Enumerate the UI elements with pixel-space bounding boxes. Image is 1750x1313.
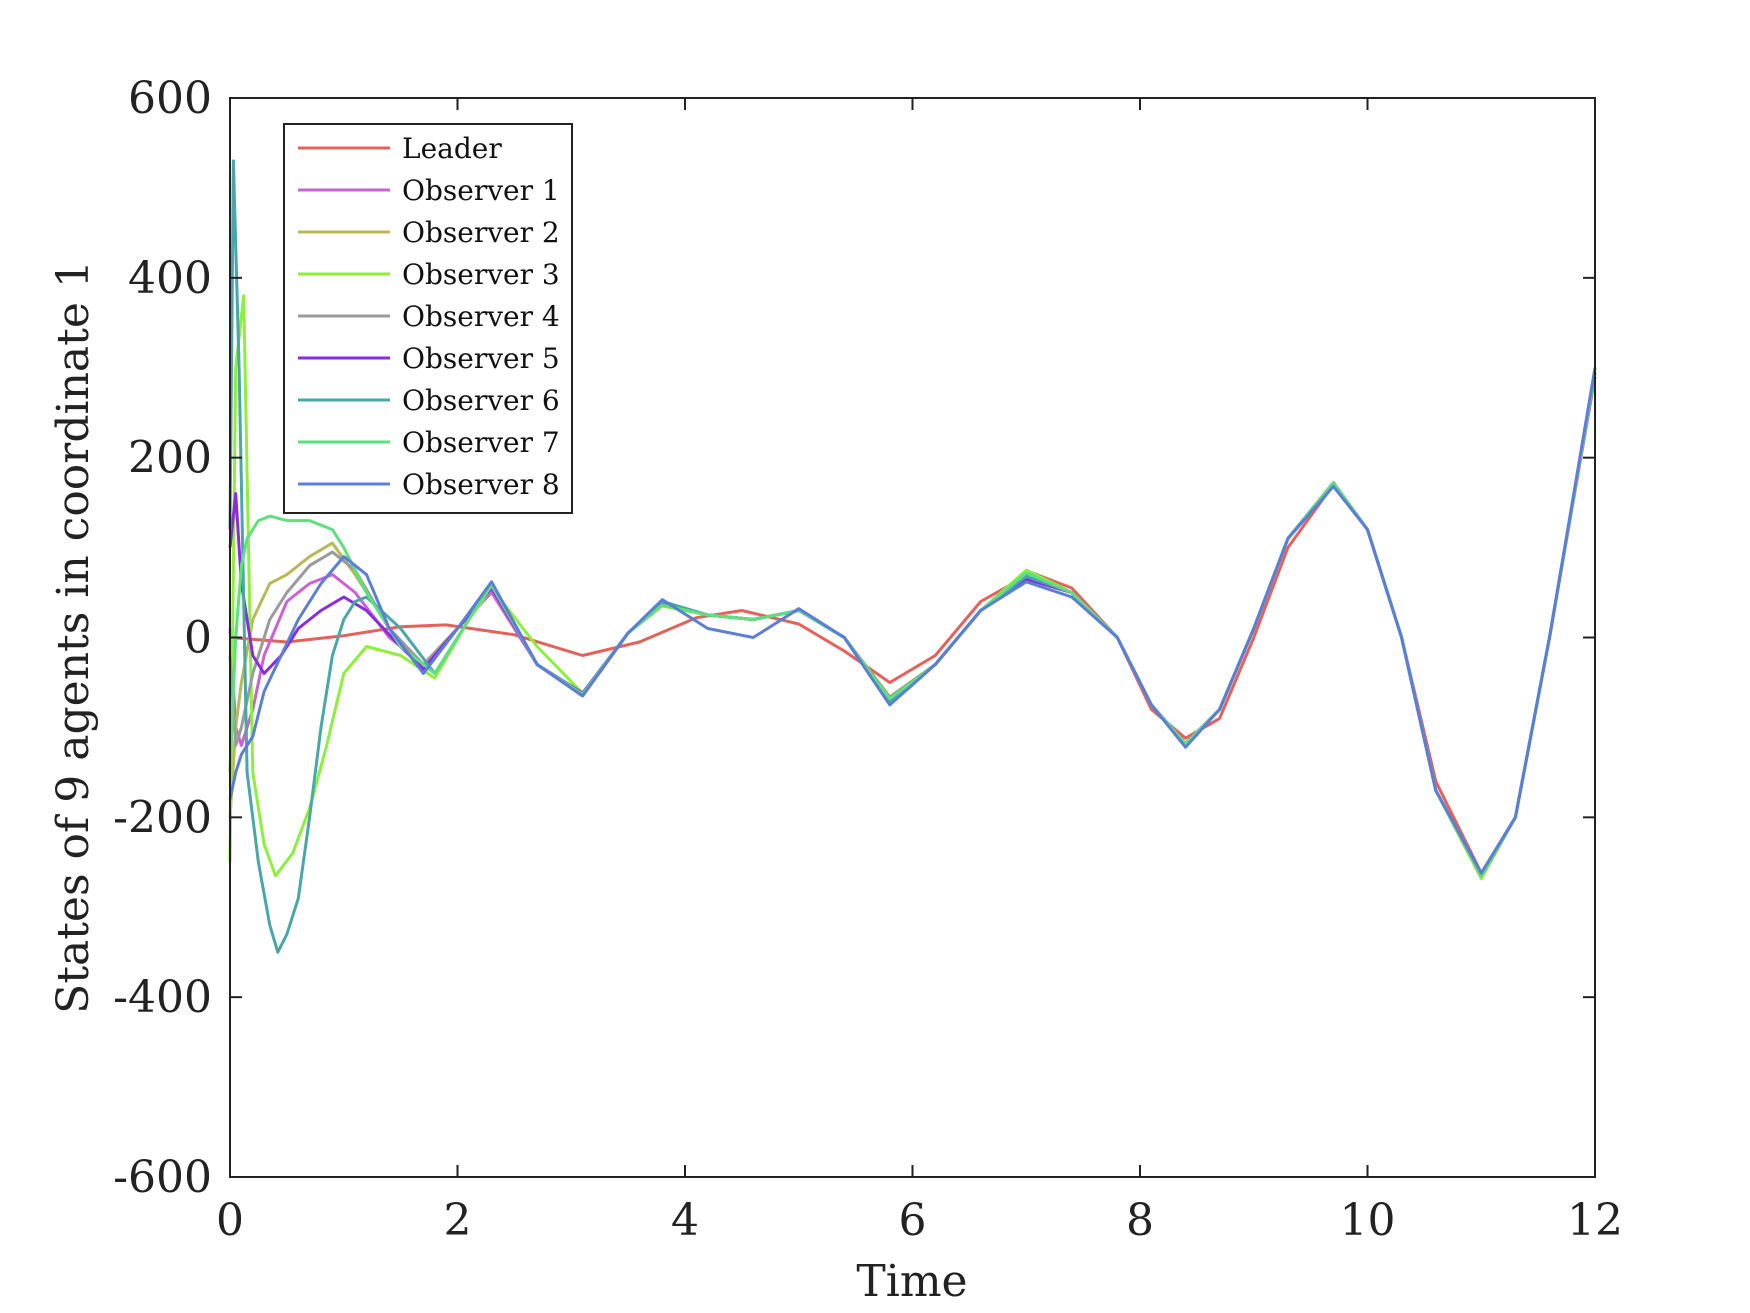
x-axis-title: Time: [856, 1256, 967, 1307]
legend-label: Observer 5: [402, 342, 560, 375]
legend: Leader Observer 1 Observer 2 Observer 3 Obse…: [283, 123, 573, 514]
y-tick-label: 200: [128, 433, 212, 484]
x-tick-label: 0: [216, 1195, 244, 1246]
y-tick-label: -600: [113, 1152, 212, 1203]
y-tick-label: -200: [113, 792, 212, 843]
y-tick-label: -400: [113, 972, 212, 1023]
legend-label: Leader: [402, 132, 502, 165]
x-tick-label: 6: [899, 1195, 927, 1246]
y-axis-title: States of 9 agents in coordinate 1: [48, 260, 99, 1014]
legend-label: Observer 7: [402, 426, 560, 459]
y-tick-label: 400: [128, 253, 212, 304]
x-tick-label: 8: [1126, 1195, 1154, 1246]
legend-label: Observer 8: [402, 468, 560, 501]
ticks-layer: [229, 97, 1596, 1178]
legend-label: Observer 1: [402, 174, 560, 207]
legend-label: Observer 3: [402, 258, 560, 291]
series-line-observer-7: [228, 371, 1597, 878]
legend-box: [283, 123, 573, 514]
legend-label: Observer 2: [402, 216, 560, 249]
tick-labels: 0 2 4 6 8 10 12 600 400 200 0 -200 -400 -600: [113, 73, 1623, 1246]
series-layer: [228, 159, 1597, 954]
y-tick-label: 600: [128, 73, 212, 124]
x-tick-label: 12: [1567, 1195, 1623, 1246]
x-tick-label: 10: [1340, 1195, 1396, 1246]
y-tick-label: 0: [184, 613, 212, 664]
legend-label: Observer 6: [402, 384, 560, 417]
x-tick-label: 4: [671, 1195, 699, 1246]
x-tick-label: 2: [444, 1195, 472, 1246]
series-line-observer-8: [228, 367, 1597, 875]
legend-label: Observer 4: [402, 300, 560, 333]
